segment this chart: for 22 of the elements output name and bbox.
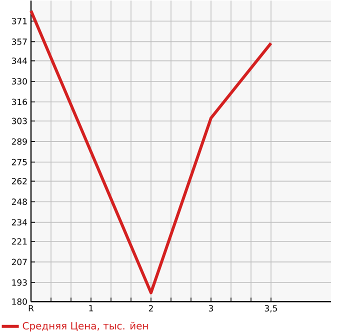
y-tick-label: 180 [12, 298, 27, 306]
x-tick-label: R [28, 305, 34, 312]
x-tick-label: 2 [148, 305, 153, 312]
x-tick-label: 3,5 [264, 305, 277, 313]
line-series [30, 10, 272, 294]
y-tick-label: 248 [12, 198, 27, 206]
y-tick-label: 289 [12, 138, 27, 145]
y-tick-label: 316 [12, 98, 27, 106]
y-tick-label: 357 [12, 38, 27, 46]
x-tick-label: 3 [208, 305, 214, 312]
legend-label: Средняя Цена, тыс. йен [22, 322, 148, 332]
x-tick-label: 1 [89, 305, 93, 312]
y-tick-label: 303 [12, 118, 27, 124]
y-tick-label: 344 [12, 58, 27, 64]
y-tick-label: 193 [12, 280, 27, 286]
y-tick-label: 207 [12, 258, 27, 266]
y-tick-label: 275 [12, 159, 27, 166]
y-tick-label: 221 [12, 238, 27, 245]
y-tick-label: 234 [12, 219, 27, 226]
y-tick-label: 330 [12, 78, 27, 85]
y-tick-label: 262 [12, 178, 27, 185]
y-tick-label: 371 [12, 18, 27, 25]
